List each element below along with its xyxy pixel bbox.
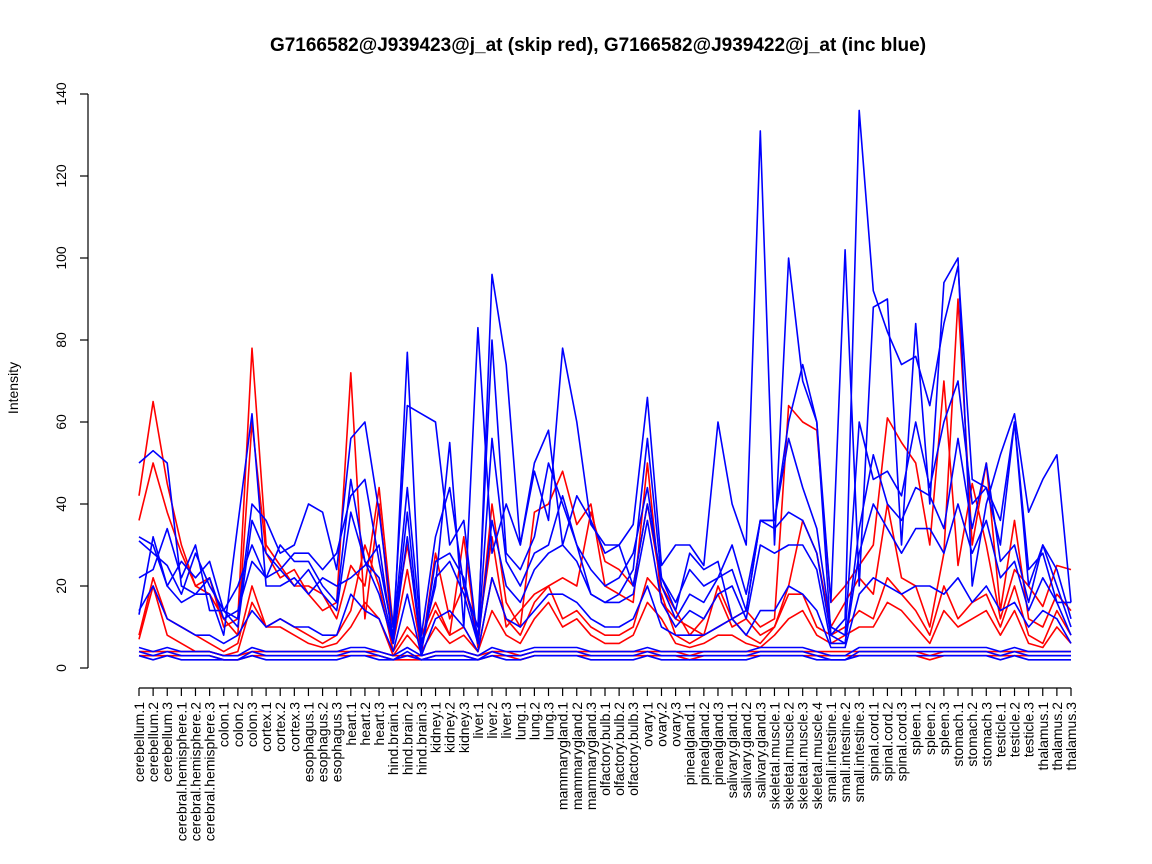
x-tick-label: skeletal.muscle.2 — [781, 702, 797, 810]
x-tick-label: esophagus.3 — [329, 702, 345, 782]
x-tick-label: mammarygland.1 — [555, 702, 571, 810]
x-tick-label: colon.3 — [244, 702, 260, 747]
x-tick-label: olfactory.bulb.3 — [625, 702, 641, 796]
x-tick-label: ovary.1 — [639, 702, 655, 747]
x-tick-label: testicle.2 — [1007, 702, 1023, 757]
x-tick-label: stomach.2 — [964, 702, 980, 767]
x-tick-label: cerebral.hemisphere.1 — [173, 702, 189, 842]
x-tick-label: kidney.3 — [456, 702, 472, 753]
y-axis: 0 20 40 60 80 100 120 140 — [53, 82, 89, 672]
series-line-inc-10 — [138, 437, 1072, 653]
x-tick-label: stomach.3 — [978, 702, 994, 767]
x-tick-label: mammarygland.2 — [569, 702, 585, 810]
x-tick-label: cortex.3 — [286, 702, 302, 752]
series-line-inc-14 — [138, 650, 1071, 661]
x-tick-label: small.intestine.3 — [851, 702, 867, 803]
x-tick-label: spleen.2 — [922, 702, 938, 755]
x-tick-label: pinealgland.3 — [710, 702, 726, 786]
x-tick-label: olfactory.bulb.2 — [611, 702, 627, 796]
series-layer — [138, 109, 1072, 661]
chart-title: G7166582@J939423@j_at (skip red), G71665… — [270, 35, 926, 56]
x-tick-label: cerebellum.1 — [131, 702, 147, 782]
x-tick-label: cerebellum.2 — [145, 702, 161, 782]
series-line-inc-11 — [138, 503, 1072, 653]
x-tick-label: heart.1 — [343, 702, 359, 746]
x-tick-label: lung.3 — [541, 702, 557, 740]
x-tick-label: spinal.cord.2 — [879, 702, 895, 782]
x-tick-label: spinal.cord.3 — [894, 702, 910, 782]
x-tick-label: colon.1 — [216, 702, 232, 747]
x-tick-label: salivary.gland.1 — [724, 702, 740, 798]
x-tick-label: hind.brain.1 — [385, 702, 401, 775]
x-tick-label: mammarygland.3 — [583, 702, 599, 810]
x-tick-label: cerebral.hemisphere.2 — [187, 702, 203, 842]
series-line-inc-12 — [138, 576, 1072, 657]
y-tick-label: 40 — [53, 496, 69, 512]
x-tick-label: hind.brain.3 — [413, 702, 429, 775]
x-tick-label: cortex.1 — [258, 702, 274, 752]
x-tick-label: small.intestine.2 — [837, 702, 853, 803]
x-tick-label: pinealgland.1 — [682, 702, 698, 786]
series-line-inc-15 — [138, 654, 1071, 661]
x-tick-label: liver.2 — [484, 702, 500, 739]
y-tick-label: 20 — [53, 578, 69, 594]
x-tick-label: cerebral.hemisphere.3 — [202, 702, 218, 842]
series-line-inc-7 — [138, 130, 1072, 645]
x-tick-label: cerebellum.3 — [159, 702, 175, 782]
y-tick-label: 120 — [53, 164, 69, 188]
y-tick-label: 100 — [53, 246, 69, 270]
x-tick-label: spleen.3 — [936, 702, 952, 755]
x-tick-label: thalamus.3 — [1063, 702, 1079, 771]
x-tick-label: testicle.1 — [992, 702, 1008, 757]
x-tick-label: heart.3 — [371, 702, 387, 746]
x-tick-label: spinal.cord.1 — [865, 702, 881, 782]
x-tick-label: hind.brain.2 — [399, 702, 415, 775]
y-tick-label: 0 — [53, 664, 69, 672]
x-tick-label: skeletal.muscle.4 — [809, 702, 825, 810]
x-tick-label: esophagus.2 — [315, 702, 331, 782]
x-tick-label: kidney.2 — [442, 702, 458, 753]
x-tick-label: skeletal.muscle.3 — [795, 702, 811, 810]
x-tick-label: colon.2 — [230, 702, 246, 747]
x-tick-label: lung.2 — [526, 702, 542, 740]
x-tick-label: salivary.gland.3 — [752, 702, 768, 798]
x-tick-label: spleen.1 — [908, 702, 924, 755]
series-line-inc-13 — [138, 646, 1071, 657]
y-tick-label: 140 — [53, 82, 69, 106]
y-tick-label: 80 — [53, 332, 69, 348]
series-line-inc-8 — [138, 109, 1071, 645]
x-tick-label: lung.1 — [512, 702, 528, 740]
x-tick-label: ovary.3 — [668, 702, 684, 747]
x-tick-label: liver.1 — [470, 702, 486, 739]
x-tick-label: small.intestine.1 — [823, 702, 839, 803]
x-tick-label: salivary.gland.2 — [738, 702, 754, 798]
x-tick-label: thalamus.1 — [1035, 702, 1051, 771]
x-tick-label: olfactory.bulb.1 — [597, 702, 613, 796]
y-axis-label: Intensity — [5, 362, 21, 414]
x-tick-label: thalamus.2 — [1049, 702, 1065, 771]
x-tick-label: stomach.1 — [950, 702, 966, 767]
x-tick-label: heart.2 — [357, 702, 373, 746]
x-axis: cerebellum.1cerebellum.2cerebellum.3cere… — [131, 687, 1079, 842]
x-tick-label: skeletal.muscle.1 — [766, 702, 782, 810]
x-tick-label: cortex.2 — [272, 702, 288, 752]
x-tick-label: pinealgland.2 — [696, 702, 712, 786]
x-tick-label: testicle.3 — [1021, 702, 1037, 757]
x-tick-label: kidney.1 — [428, 702, 444, 753]
x-tick-label: liver.3 — [498, 702, 514, 739]
x-tick-label: esophagus.1 — [300, 702, 316, 782]
y-tick-label: 60 — [53, 414, 69, 430]
x-tick-label: ovary.2 — [653, 702, 669, 747]
series-line-skip-4 — [138, 585, 1072, 657]
